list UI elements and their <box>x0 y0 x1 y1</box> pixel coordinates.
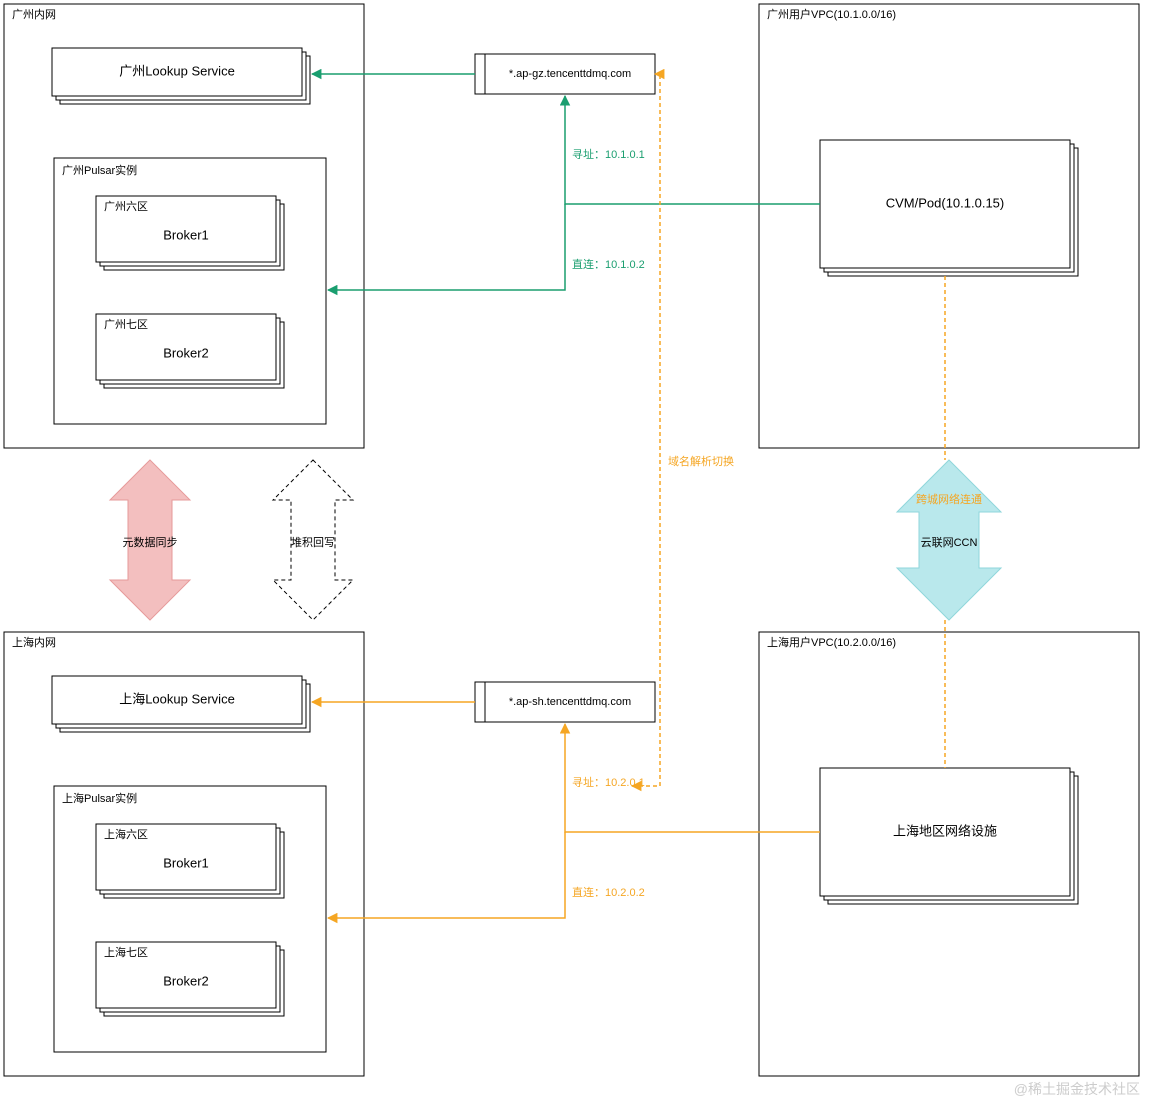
gz-intranet-region: 广州内网 广州Lookup Service 广州Pulsar实例 广州六区 Br… <box>4 4 364 448</box>
metadata-sync-label: 元数据同步 <box>123 535 178 549</box>
gz-vpc-region: 广州用户VPC(10.1.0.0/16) CVM/Pod(10.1.0.15) <box>759 4 1139 448</box>
sh-lookup-label: 上海Lookup Service <box>119 691 235 706</box>
gz-lookup-ip: 寻址：10.1.0.1 <box>572 147 645 161</box>
gz-zone2-broker: Broker2 <box>163 345 209 360</box>
sh-pulsar-instance: 上海Pulsar实例 上海六区 Broker1 上海七区 Broker2 <box>54 786 326 1052</box>
dns-switch-connection: 域名解析切换 <box>632 74 734 786</box>
gz-cvm-label: CVM/Pod(10.1.0.15) <box>886 195 1005 210</box>
gz-pulsar-instance: 广州Pulsar实例 广州六区 Broker1 广州七区 Broker2 <box>54 158 326 424</box>
sh-zone1: 上海六区 Broker1 <box>96 824 284 898</box>
backlog-writeback-label: 堆积回写 <box>291 536 335 549</box>
sh-lookup-service: 上海Lookup Service <box>52 676 310 732</box>
gz-zone1-title: 广州六区 <box>104 200 148 213</box>
gz-pulsar-title: 广州Pulsar实例 <box>62 163 137 177</box>
gz-intranet-title: 广州内网 <box>12 7 56 21</box>
sh-direct-ip: 直连：10.2.0.2 <box>572 885 645 899</box>
sh-intranet-title: 上海内网 <box>12 635 56 649</box>
sh-zone1-title: 上海六区 <box>104 827 148 841</box>
gz-cvm-pod: CVM/Pod(10.1.0.15) <box>820 140 1078 276</box>
gz-direct-ip: 直连：10.1.0.2 <box>572 257 645 271</box>
metadata-sync-arrow: 元数据同步 <box>110 460 190 620</box>
cross-region-label: 跨城网络连通 <box>916 492 982 506</box>
sh-orange-connections: 寻址：10.2.0.1 直连：10.2.0.2 <box>312 702 820 918</box>
sh-lookup-ip: 寻址：10.2.0.1 <box>572 775 645 789</box>
gz-zone2: 广州七区 Broker2 <box>96 314 284 388</box>
backlog-writeback-arrow: 堆积回写 <box>273 460 353 620</box>
sh-pulsar-title: 上海Pulsar实例 <box>62 791 137 805</box>
gz-lookup-label: 广州Lookup Service <box>119 63 235 78</box>
sh-net-label: 上海地区网络设施 <box>893 823 997 838</box>
gz-domain-label: *.ap-gz.tencenttdmq.com <box>509 68 631 80</box>
gz-green-connections: 寻址：10.1.0.1 直连：10.1.0.2 <box>312 74 820 290</box>
gz-vpc-title: 广州用户VPC(10.1.0.0/16) <box>767 7 896 21</box>
ccn-label: 云联网CCN <box>921 536 978 549</box>
sh-zone2-title: 上海七区 <box>104 945 148 959</box>
ccn-arrow: 跨城网络连通 云联网CCN <box>897 460 1001 620</box>
architecture-diagram: 广州内网 广州Lookup Service 广州Pulsar实例 广州六区 Br… <box>0 0 1149 1103</box>
sh-intranet-region: 上海内网 上海Lookup Service 上海Pulsar实例 上海六区 Br… <box>4 632 364 1076</box>
sh-network-facility: 上海地区网络设施 <box>820 768 1078 904</box>
sh-domain-box: *.ap-sh.tencenttdmq.com <box>475 682 655 722</box>
gz-lookup-service: 广州Lookup Service <box>52 48 310 104</box>
sh-vpc-region: 上海用户VPC(10.2.0.0/16) 上海地区网络设施 <box>759 632 1139 1076</box>
dns-switch-label: 域名解析切换 <box>668 454 734 468</box>
watermark-text: @稀土掘金技术社区 <box>1014 1081 1140 1097</box>
gz-zone1: 广州六区 Broker1 <box>96 196 284 270</box>
sh-zone1-broker: Broker1 <box>163 855 209 870</box>
gz-zone2-title: 广州七区 <box>104 318 148 331</box>
sh-zone2-broker: Broker2 <box>163 973 209 988</box>
sh-domain-label: *.ap-sh.tencenttdmq.com <box>509 696 631 708</box>
gz-zone1-broker: Broker1 <box>163 227 209 242</box>
gz-domain-box: *.ap-gz.tencenttdmq.com <box>475 54 655 94</box>
sh-vpc-title: 上海用户VPC(10.2.0.0/16) <box>767 635 896 649</box>
sh-zone2: 上海七区 Broker2 <box>96 942 284 1016</box>
